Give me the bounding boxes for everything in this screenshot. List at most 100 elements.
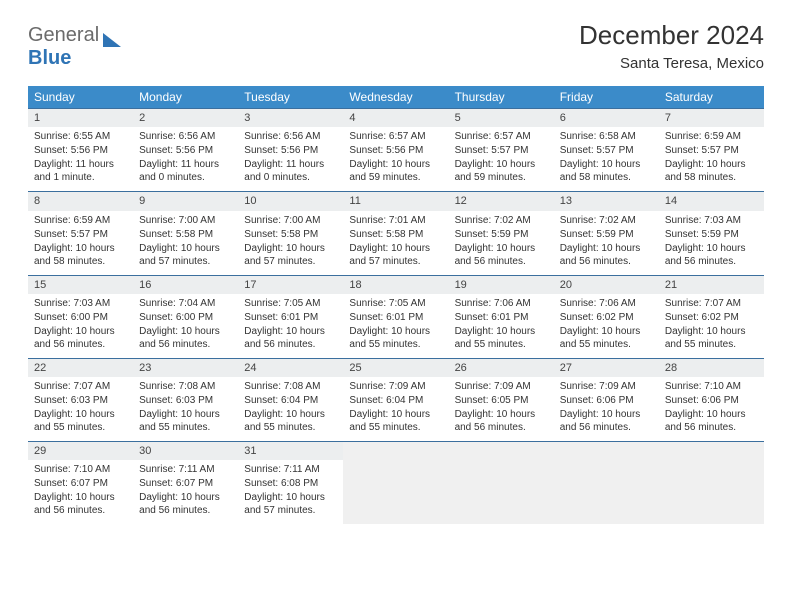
sunrise-line: Sunrise: 7:08 AM <box>244 380 337 393</box>
day-text: Sunrise: 6:56 AMSunset: 5:56 PMDaylight:… <box>133 127 238 191</box>
day-number: 8 <box>28 192 133 210</box>
day-header: Wednesday <box>343 86 448 108</box>
calendar-cell: 22Sunrise: 7:07 AMSunset: 6:03 PMDayligh… <box>28 358 133 441</box>
daylight-line: Daylight: 10 hours and 55 minutes. <box>244 408 337 434</box>
day-number: 29 <box>28 442 133 460</box>
calendar-cell: 3Sunrise: 6:56 AMSunset: 5:56 PMDaylight… <box>238 108 343 191</box>
day-number: 4 <box>343 109 448 127</box>
day-number: 10 <box>238 192 343 210</box>
daylight-line: Daylight: 10 hours and 55 minutes. <box>665 325 758 351</box>
day-number: 28 <box>659 359 764 377</box>
sunrise-line: Sunrise: 7:05 AM <box>244 297 337 310</box>
sunset-line: Sunset: 5:58 PM <box>244 228 337 241</box>
day-text: Sunrise: 7:00 AMSunset: 5:58 PMDaylight:… <box>238 211 343 275</box>
day-text: Sunrise: 7:01 AMSunset: 5:58 PMDaylight:… <box>343 211 448 275</box>
day-number: 12 <box>449 192 554 210</box>
logo-word2: Blue <box>28 47 71 69</box>
day-number: 9 <box>133 192 238 210</box>
sunrise-line: Sunrise: 7:00 AM <box>244 214 337 227</box>
day-text: Sunrise: 7:05 AMSunset: 6:01 PMDaylight:… <box>238 294 343 358</box>
daylight-line: Daylight: 10 hours and 56 minutes. <box>34 491 127 517</box>
day-number: 31 <box>238 442 343 460</box>
day-number: 25 <box>343 359 448 377</box>
sunrise-line: Sunrise: 7:06 AM <box>455 297 548 310</box>
day-number: 3 <box>238 109 343 127</box>
sunrise-line: Sunrise: 6:56 AM <box>244 130 337 143</box>
sunset-line: Sunset: 6:02 PM <box>560 311 653 324</box>
day-text: Sunrise: 7:08 AMSunset: 6:04 PMDaylight:… <box>238 377 343 441</box>
calendar-cell: 27Sunrise: 7:09 AMSunset: 6:06 PMDayligh… <box>554 358 659 441</box>
sunset-line: Sunset: 6:04 PM <box>244 394 337 407</box>
daylight-line: Daylight: 10 hours and 56 minutes. <box>560 408 653 434</box>
logo-triangle-icon <box>103 33 121 47</box>
sunrise-line: Sunrise: 7:11 AM <box>244 463 337 476</box>
sunset-line: Sunset: 5:56 PM <box>139 144 232 157</box>
day-text: Sunrise: 6:58 AMSunset: 5:57 PMDaylight:… <box>554 127 659 191</box>
day-number: 27 <box>554 359 659 377</box>
sunset-line: Sunset: 6:08 PM <box>244 477 337 490</box>
sunrise-line: Sunrise: 6:56 AM <box>139 130 232 143</box>
daylight-line: Daylight: 10 hours and 59 minutes. <box>455 158 548 184</box>
sunrise-line: Sunrise: 6:59 AM <box>34 214 127 227</box>
calendar-cell: 12Sunrise: 7:02 AMSunset: 5:59 PMDayligh… <box>449 191 554 274</box>
sunset-line: Sunset: 5:57 PM <box>455 144 548 157</box>
sunset-line: Sunset: 6:00 PM <box>139 311 232 324</box>
calendar-cell: 17Sunrise: 7:05 AMSunset: 6:01 PMDayligh… <box>238 275 343 358</box>
header: General Blue December 2024 Santa Teresa,… <box>28 20 764 72</box>
day-number: 24 <box>238 359 343 377</box>
sunset-line: Sunset: 6:00 PM <box>34 311 127 324</box>
sunrise-line: Sunrise: 7:05 AM <box>349 297 442 310</box>
calendar-cell: 14Sunrise: 7:03 AMSunset: 5:59 PMDayligh… <box>659 191 764 274</box>
day-number: 17 <box>238 276 343 294</box>
calendar-cell: 30Sunrise: 7:11 AMSunset: 6:07 PMDayligh… <box>133 441 238 524</box>
daylight-line: Daylight: 10 hours and 55 minutes. <box>349 325 442 351</box>
day-number: 26 <box>449 359 554 377</box>
calendar-cell: 29Sunrise: 7:10 AMSunset: 6:07 PMDayligh… <box>28 441 133 524</box>
calendar-cell: 26Sunrise: 7:09 AMSunset: 6:05 PMDayligh… <box>449 358 554 441</box>
day-text: Sunrise: 7:09 AMSunset: 6:04 PMDaylight:… <box>343 377 448 441</box>
day-number: 11 <box>343 192 448 210</box>
page-subtitle: Santa Teresa, Mexico <box>579 55 764 72</box>
day-text: Sunrise: 7:05 AMSunset: 6:01 PMDaylight:… <box>343 294 448 358</box>
day-number: 5 <box>449 109 554 127</box>
sunrise-line: Sunrise: 7:07 AM <box>34 380 127 393</box>
calendar-cell-empty <box>659 441 764 524</box>
daylight-line: Daylight: 10 hours and 56 minutes. <box>560 242 653 268</box>
daylight-line: Daylight: 10 hours and 58 minutes. <box>665 158 758 184</box>
day-header: Tuesday <box>238 86 343 108</box>
sunset-line: Sunset: 6:06 PM <box>560 394 653 407</box>
day-number: 6 <box>554 109 659 127</box>
sunset-line: Sunset: 6:05 PM <box>455 394 548 407</box>
day-text: Sunrise: 6:57 AMSunset: 5:57 PMDaylight:… <box>449 127 554 191</box>
day-number: 22 <box>28 359 133 377</box>
day-number: 21 <box>659 276 764 294</box>
sunrise-line: Sunrise: 7:03 AM <box>34 297 127 310</box>
day-number: 7 <box>659 109 764 127</box>
day-text: Sunrise: 7:11 AMSunset: 6:08 PMDaylight:… <box>238 460 343 524</box>
sunset-line: Sunset: 6:07 PM <box>139 477 232 490</box>
day-text: Sunrise: 7:03 AMSunset: 5:59 PMDaylight:… <box>659 211 764 275</box>
calendar-cell: 13Sunrise: 7:02 AMSunset: 5:59 PMDayligh… <box>554 191 659 274</box>
daylight-line: Daylight: 10 hours and 55 minutes. <box>34 408 127 434</box>
daylight-line: Daylight: 10 hours and 56 minutes. <box>244 325 337 351</box>
day-text: Sunrise: 6:56 AMSunset: 5:56 PMDaylight:… <box>238 127 343 191</box>
day-number: 2 <box>133 109 238 127</box>
calendar-cell: 23Sunrise: 7:08 AMSunset: 6:03 PMDayligh… <box>133 358 238 441</box>
calendar-cell: 24Sunrise: 7:08 AMSunset: 6:04 PMDayligh… <box>238 358 343 441</box>
day-text: Sunrise: 7:08 AMSunset: 6:03 PMDaylight:… <box>133 377 238 441</box>
calendar-cell: 15Sunrise: 7:03 AMSunset: 6:00 PMDayligh… <box>28 275 133 358</box>
sunset-line: Sunset: 6:01 PM <box>349 311 442 324</box>
sunrise-line: Sunrise: 7:10 AM <box>665 380 758 393</box>
day-number: 16 <box>133 276 238 294</box>
calendar-cell: 8Sunrise: 6:59 AMSunset: 5:57 PMDaylight… <box>28 191 133 274</box>
daylight-line: Daylight: 10 hours and 56 minutes. <box>139 325 232 351</box>
day-text: Sunrise: 7:06 AMSunset: 6:02 PMDaylight:… <box>554 294 659 358</box>
daylight-line: Daylight: 10 hours and 55 minutes. <box>349 408 442 434</box>
day-text: Sunrise: 7:07 AMSunset: 6:02 PMDaylight:… <box>659 294 764 358</box>
daylight-line: Daylight: 11 hours and 0 minutes. <box>139 158 232 184</box>
sunrise-line: Sunrise: 7:00 AM <box>139 214 232 227</box>
day-text: Sunrise: 7:10 AMSunset: 6:07 PMDaylight:… <box>28 460 133 524</box>
calendar-cell: 16Sunrise: 7:04 AMSunset: 6:00 PMDayligh… <box>133 275 238 358</box>
sunset-line: Sunset: 5:57 PM <box>560 144 653 157</box>
calendar-cell: 20Sunrise: 7:06 AMSunset: 6:02 PMDayligh… <box>554 275 659 358</box>
